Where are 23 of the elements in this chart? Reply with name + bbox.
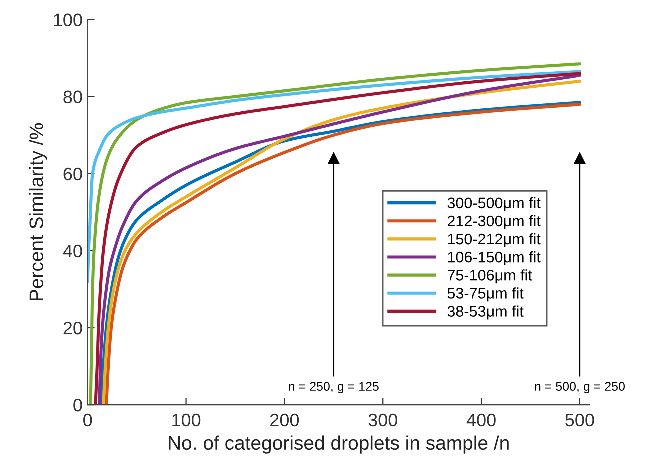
x-axis-title: No. of categorised droplets in sample /n [169, 436, 509, 454]
x-tick-label: 100 [172, 414, 201, 427]
legend-label: 38-53μm fit [448, 306, 524, 320]
x-tick-label: 0 [84, 414, 92, 427]
legend-label: 75-106μm fit [448, 270, 532, 284]
y-tick-label: 20 [64, 322, 82, 335]
y-tick-label: 80 [64, 90, 82, 104]
ref-line-label: n = 250, g = 125 [289, 382, 379, 394]
x-tick-label: 400 [466, 414, 496, 427]
y-axis-title: Percent Similarity /% [29, 123, 48, 301]
legend-label: 150-212μm fit [448, 233, 541, 248]
y-tick-label: 40 [63, 244, 82, 258]
legend-label: 106-150μm fit [448, 252, 541, 266]
y-tick-label: 0 [74, 398, 82, 412]
x-tick-label: 200 [270, 414, 300, 427]
x-tick-label: 500 [566, 414, 594, 427]
ref-line-label: n = 500, g = 250 [535, 382, 625, 394]
x-tick-label: 300 [368, 414, 398, 427]
y-tick-label: 60 [64, 168, 82, 181]
y-tick-label: 100 [54, 14, 82, 26]
legend-label: 53-75μm fit [448, 288, 524, 302]
legend-label: 212-300μm fit [448, 215, 541, 230]
legend-label: 300-500μm fit [448, 197, 541, 212]
